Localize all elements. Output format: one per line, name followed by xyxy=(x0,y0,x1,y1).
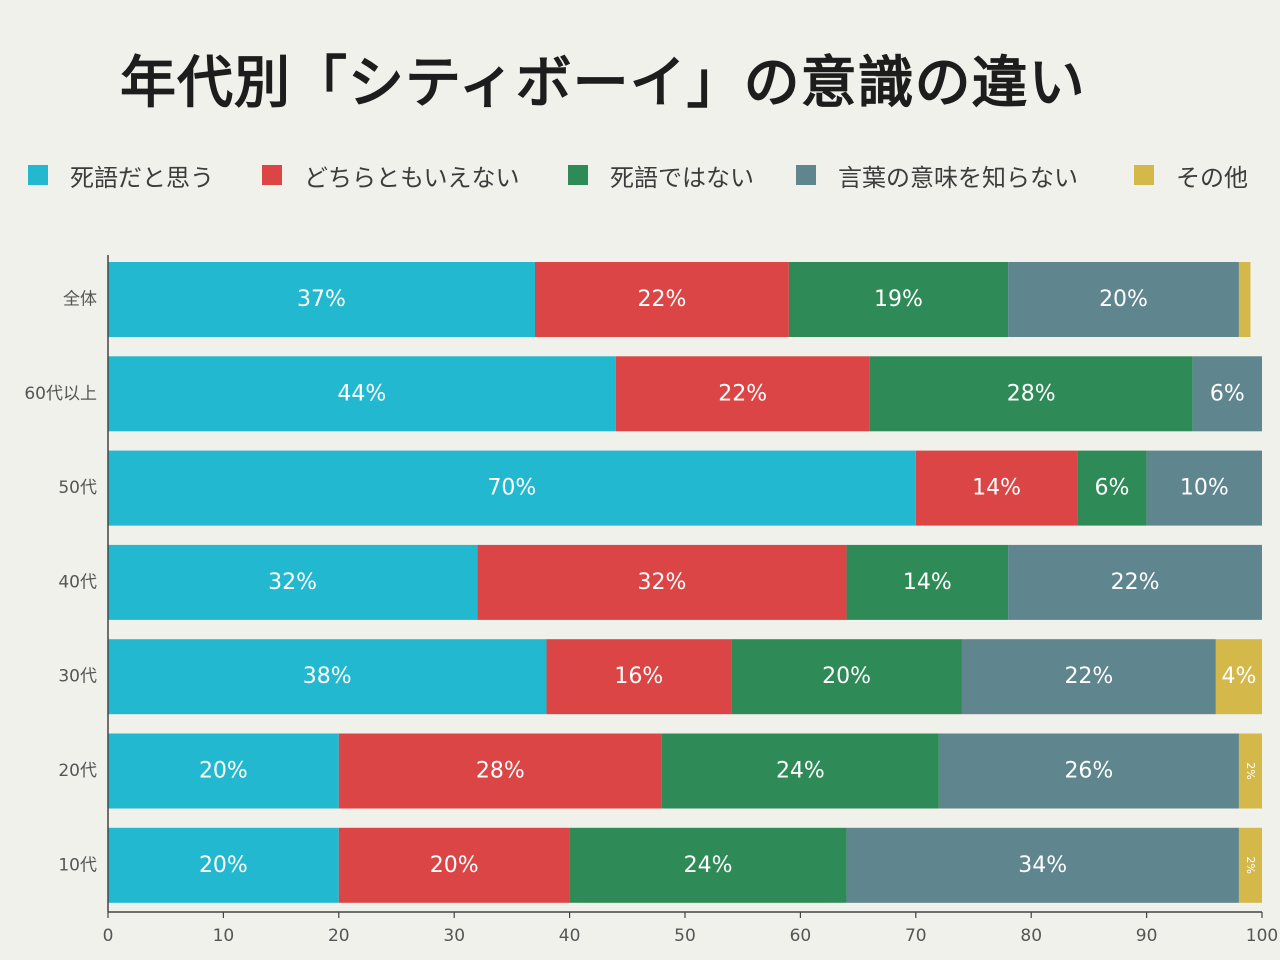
bar-segment xyxy=(961,639,1216,715)
x-tick-label: 100 xyxy=(1246,926,1278,946)
bar-segment xyxy=(108,733,339,809)
bar-segment xyxy=(108,262,535,337)
bar-segment xyxy=(108,356,616,432)
data-label: 20% xyxy=(1099,287,1148,312)
bar-segment xyxy=(1146,450,1262,526)
legend-label: その他 xyxy=(1176,163,1248,192)
legend-swatch xyxy=(568,165,588,185)
data-label: 16% xyxy=(614,664,663,689)
x-tick-label: 60 xyxy=(790,926,812,946)
bar-segment xyxy=(338,827,570,903)
bar-segment xyxy=(788,262,1009,337)
bar-segment xyxy=(546,639,732,715)
bar-segment xyxy=(1238,262,1251,337)
data-label: 6% xyxy=(1210,381,1245,406)
x-tick-label: 10 xyxy=(213,926,235,946)
x-tick-label: 50 xyxy=(674,926,696,946)
category-label: 30代 xyxy=(58,667,97,687)
data-label: 4% xyxy=(1221,664,1256,689)
chart-title: 年代別「シティボーイ」の意識の違い xyxy=(120,51,1086,116)
bar-segment xyxy=(108,450,916,526)
data-label: 20% xyxy=(822,664,871,689)
bar-segment xyxy=(1077,450,1147,526)
category-label: 20代 xyxy=(58,761,97,781)
category-label: 10代 xyxy=(58,855,97,875)
data-label: 10% xyxy=(1180,476,1229,501)
legend-swatch xyxy=(1134,165,1154,185)
data-label: 34% xyxy=(1018,853,1067,878)
x-tick-label: 70 xyxy=(905,926,927,946)
bar-segment xyxy=(108,639,547,715)
legend-label: 言葉の意味を知らない xyxy=(838,163,1078,192)
legend-item: どちらともいえない xyxy=(262,155,520,195)
bar-segment xyxy=(1238,827,1262,903)
data-label: 2% xyxy=(1244,762,1257,779)
bar-segment xyxy=(615,356,870,432)
x-tick-label: 20 xyxy=(328,926,350,946)
bar-segment xyxy=(1238,733,1262,809)
bar-segment xyxy=(731,639,962,715)
data-label: 24% xyxy=(776,759,825,784)
legend-label: 死語ではない xyxy=(610,163,754,192)
legend-item: 死語ではない xyxy=(568,155,754,195)
legend-item: 死語だと思う xyxy=(28,155,214,195)
data-label: 70% xyxy=(487,476,536,501)
legend-label: 死語だと思う xyxy=(70,163,214,192)
data-label: 19% xyxy=(874,287,923,312)
bar-segment xyxy=(569,827,847,903)
bar-segment xyxy=(1192,356,1262,432)
legend-label: どちらともいえない xyxy=(304,163,520,192)
x-tick-label: 40 xyxy=(559,926,581,946)
data-label: 22% xyxy=(1064,664,1113,689)
data-label: 28% xyxy=(1007,381,1056,406)
data-label: 20% xyxy=(430,853,479,878)
data-label: 38% xyxy=(303,664,352,689)
data-label: 14% xyxy=(972,476,1021,501)
data-label: 37% xyxy=(297,287,346,312)
bar-segment xyxy=(1008,544,1262,620)
legend-item: その他 xyxy=(1134,155,1248,195)
bar-segment xyxy=(108,827,339,903)
data-label: 14% xyxy=(903,570,952,595)
x-tick-label: 0 xyxy=(103,926,114,946)
data-label: 22% xyxy=(718,381,767,406)
data-label: 20% xyxy=(199,853,248,878)
bar-segment xyxy=(1215,639,1262,715)
data-label: 2% xyxy=(1244,857,1257,874)
bar-segment xyxy=(846,827,1239,903)
data-label: 20% xyxy=(199,759,248,784)
category-label: 40代 xyxy=(58,572,97,592)
data-label: 32% xyxy=(268,570,317,595)
bar-segment xyxy=(534,262,789,337)
category-label: 全体 xyxy=(63,290,97,310)
bar-segment xyxy=(108,544,478,620)
category-label: 50代 xyxy=(58,478,97,498)
bar-segment xyxy=(846,544,1009,620)
bar-segment xyxy=(661,733,939,809)
data-label: 26% xyxy=(1064,759,1113,784)
x-tick-label: 80 xyxy=(1020,926,1042,946)
legend-swatch xyxy=(796,165,816,185)
legend-item: 言葉の意味を知らない xyxy=(796,155,1078,195)
data-label: 24% xyxy=(684,853,733,878)
data-label: 28% xyxy=(476,759,525,784)
x-tick-label: 30 xyxy=(443,926,465,946)
legend-swatch xyxy=(28,165,48,185)
bar-segment xyxy=(1008,262,1239,337)
data-label: 22% xyxy=(637,287,686,312)
category-label: 60代以上 xyxy=(24,384,97,404)
bar-segment xyxy=(869,356,1193,432)
x-tick-label: 90 xyxy=(1136,926,1158,946)
bar-segment xyxy=(477,544,847,620)
legend: 死語だと思う どちらともいえない 死語ではない 言葉の意味を知らない その他 xyxy=(0,155,1280,195)
legend-swatch xyxy=(262,165,282,185)
data-label: 22% xyxy=(1111,570,1160,595)
bar-segment xyxy=(915,450,1078,526)
data-label: 6% xyxy=(1095,476,1130,501)
bar-segment xyxy=(938,733,1239,809)
bar-segment xyxy=(338,733,662,809)
data-label: 32% xyxy=(637,570,686,595)
data-label: 44% xyxy=(337,381,386,406)
